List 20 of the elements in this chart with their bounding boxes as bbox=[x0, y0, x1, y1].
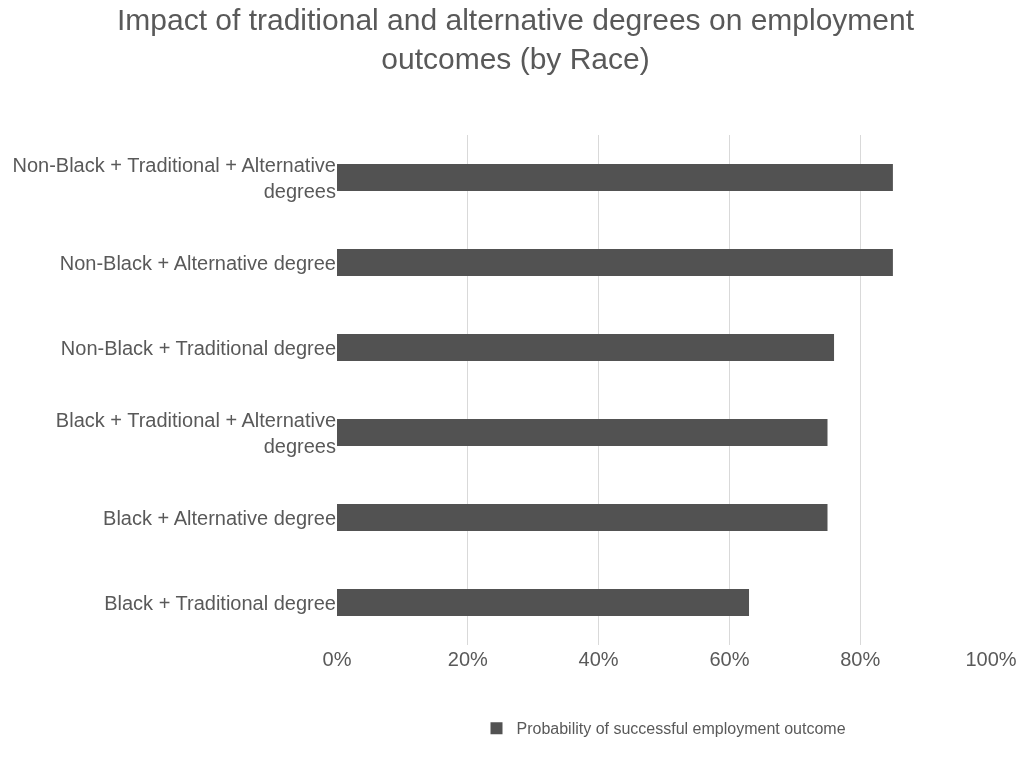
x-tick-label: 20% bbox=[447, 648, 489, 670]
x-tick-label: 0% bbox=[322, 648, 352, 670]
y-tick-label: Non-Black + Alternative degree bbox=[59, 251, 336, 274]
chart-title: Impact of traditional and alternative degrees on employment outcomes (by Race) bbox=[116, 3, 915, 76]
legend-label: Probability of successful employment outcome bbox=[516, 720, 846, 738]
y-tick-label: Black + Traditional degree bbox=[104, 591, 336, 614]
bar bbox=[337, 588, 750, 617]
bar bbox=[337, 248, 893, 277]
y-tick-label: Black + Traditional + Alternative degrees bbox=[55, 408, 336, 457]
x-tick-label: 80% bbox=[840, 648, 881, 670]
bar bbox=[337, 418, 828, 447]
x-tick-label: 40% bbox=[578, 648, 619, 670]
bar bbox=[337, 333, 835, 362]
y-tick-label: Black + Alternative degree bbox=[103, 506, 336, 529]
y-tick-label: Non-Black + Traditional + Alternative degrees bbox=[12, 153, 336, 202]
x-tick-label: 100% bbox=[965, 648, 1017, 670]
y-tick-label: Non-Black + Traditional degree bbox=[60, 336, 336, 359]
bar bbox=[337, 503, 828, 532]
x-tick-label: 60% bbox=[709, 648, 750, 670]
bar bbox=[337, 163, 893, 192]
